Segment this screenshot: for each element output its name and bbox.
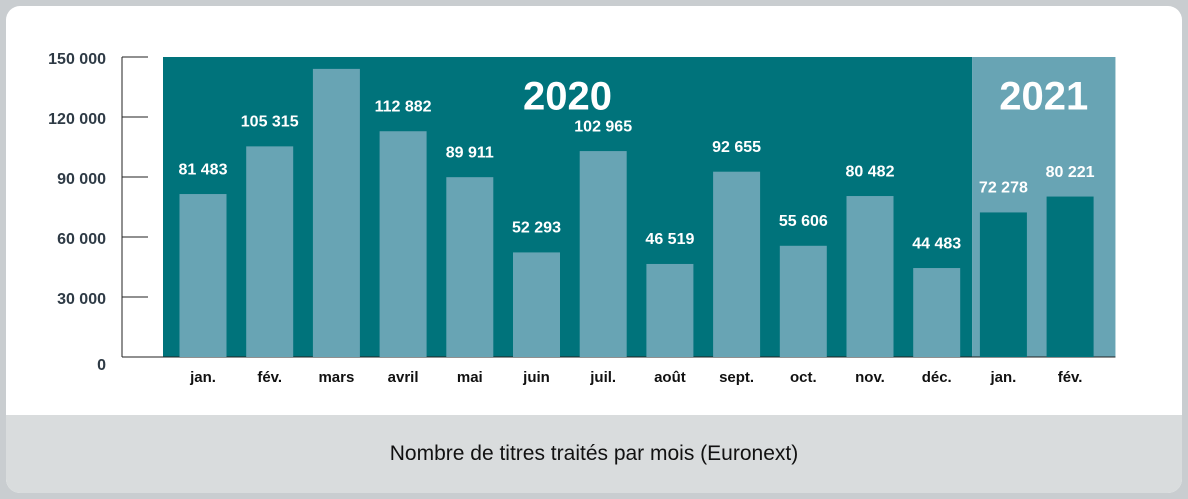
- bar: [846, 196, 894, 357]
- period-label: 2020: [523, 75, 612, 119]
- value-label: 105 315: [241, 114, 299, 131]
- bar: [246, 146, 294, 357]
- period-label: 2021: [999, 75, 1088, 119]
- x-tick-label: juin: [522, 369, 550, 386]
- bar: [579, 151, 627, 357]
- x-tick-label: fév.: [257, 369, 282, 386]
- bar: [979, 212, 1027, 357]
- x-tick-label: août: [654, 369, 686, 386]
- x-tick-label: jan.: [989, 369, 1016, 386]
- value-label: 112 882: [375, 98, 432, 115]
- bar: [379, 131, 427, 357]
- value-label: 102 965: [574, 118, 632, 135]
- bar: [646, 263, 694, 357]
- value-label: 80 482: [846, 163, 895, 180]
- caption: Nombre de titres traités par mois (Euron…: [6, 415, 1182, 493]
- value-label: 80 221: [1046, 164, 1095, 181]
- bar: [312, 68, 360, 357]
- value-label: 81 483: [179, 161, 228, 178]
- chart: 0 30 000 60 000 90 000 120 000 150 000 2020 81 …: [48, 36, 1116, 386]
- y-tick-label: 30 000: [57, 291, 106, 308]
- x-tick-label: fév.: [1058, 369, 1083, 386]
- y-tick-label: 0: [97, 357, 106, 374]
- bar: [913, 268, 961, 357]
- x-tick-label: mai: [457, 369, 483, 386]
- bar: [513, 252, 560, 357]
- period-background: [163, 57, 973, 357]
- x-tick-label: mars: [318, 369, 354, 386]
- y-tick-label: 120 000: [48, 111, 106, 128]
- bar: [713, 171, 761, 357]
- y-tick-label: 90 000: [57, 171, 106, 188]
- value-label: 89 911: [446, 144, 494, 161]
- panel: 0 30 000 60 000 90 000 120 000 150 000 2020 81 …: [6, 6, 1182, 493]
- bar: [779, 245, 827, 357]
- x-tick-label: avril: [388, 369, 419, 386]
- x-tick-label: juil.: [589, 369, 616, 386]
- value-label: 72 278: [979, 180, 1028, 197]
- bar: [446, 177, 494, 357]
- value-label: 144 058: [307, 36, 365, 53]
- x-tick-label: sept.: [719, 369, 754, 386]
- x-tick-label: déc.: [922, 369, 952, 386]
- value-label: 92 655: [712, 139, 761, 156]
- x-tick-label: jan.: [189, 369, 216, 386]
- bar: [179, 194, 227, 357]
- x-tick-label: oct.: [790, 369, 817, 386]
- value-label: 44 483: [912, 235, 961, 252]
- value-label: 52 293: [512, 220, 561, 237]
- y-tick-label: 150 000: [48, 51, 106, 68]
- bar: [1046, 196, 1094, 357]
- y-tick-label: 60 000: [57, 231, 106, 248]
- x-tick-label: nov.: [855, 369, 885, 386]
- value-label: 46 519: [645, 231, 694, 248]
- value-label: 55 606: [779, 213, 828, 230]
